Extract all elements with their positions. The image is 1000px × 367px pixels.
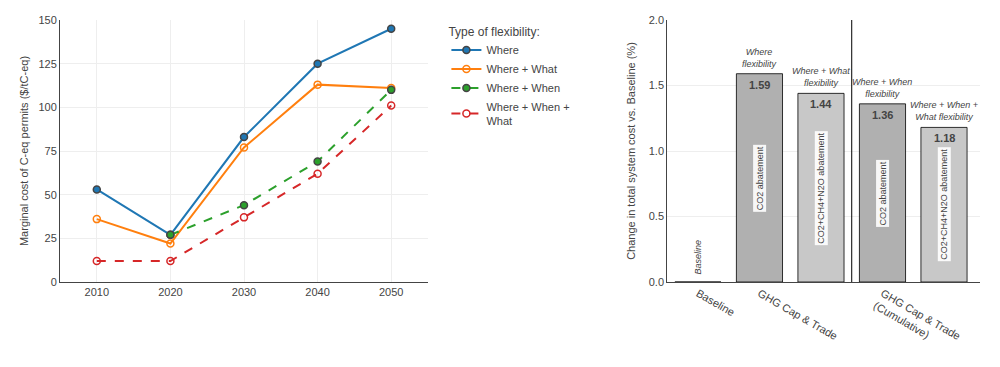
svg-text:1.44: 1.44 bbox=[810, 98, 832, 110]
svg-text:Baseline: Baseline bbox=[693, 240, 703, 275]
svg-text:50: 50 bbox=[45, 189, 57, 201]
svg-text:Type of flexibility:: Type of flexibility: bbox=[448, 25, 539, 39]
svg-text:CO2 abatement: CO2 abatement bbox=[878, 161, 888, 225]
svg-text:2020: 2020 bbox=[158, 286, 182, 298]
svg-text:CO2 abatement: CO2 abatement bbox=[755, 146, 765, 210]
svg-text:125: 125 bbox=[38, 58, 56, 70]
svg-text:CO2+CH4+N2O abatement: CO2+CH4+N2O abatement bbox=[816, 133, 826, 244]
svg-text:100: 100 bbox=[38, 101, 56, 113]
svg-text:2030: 2030 bbox=[232, 286, 256, 298]
svg-text:2.0: 2.0 bbox=[649, 14, 664, 26]
svg-text:1.5: 1.5 bbox=[649, 79, 664, 91]
svg-text:2040: 2040 bbox=[305, 286, 329, 298]
svg-text:Where + Whenflexibility: Where + Whenflexibility bbox=[852, 77, 912, 99]
svg-text:2050: 2050 bbox=[379, 286, 403, 298]
svg-text:150: 150 bbox=[38, 14, 56, 26]
svg-text:1.0: 1.0 bbox=[649, 145, 664, 157]
svg-text:Where + When +What: Where + When +What bbox=[486, 101, 569, 127]
svg-text:Baseline: Baseline bbox=[694, 287, 737, 318]
svg-text:25: 25 bbox=[45, 232, 57, 244]
svg-text:0.0: 0.0 bbox=[649, 276, 664, 288]
svg-text:75: 75 bbox=[45, 145, 57, 157]
svg-text:CO2+CH4+N2O abatement: CO2+CH4+N2O abatement bbox=[939, 149, 949, 260]
svg-text:0: 0 bbox=[51, 276, 57, 288]
svg-text:Where + When: Where + When bbox=[486, 82, 560, 94]
svg-text:1.18: 1.18 bbox=[934, 132, 955, 144]
svg-text:Whereflexibility: Whereflexibility bbox=[742, 47, 777, 69]
svg-text:1.59: 1.59 bbox=[749, 79, 770, 91]
svg-text:Where + When +What flexibility: Where + When +What flexibility bbox=[910, 100, 978, 122]
svg-text:0.5: 0.5 bbox=[649, 210, 664, 222]
svg-text:GHG Cap & Trade(Cumulative): GHG Cap & Trade(Cumulative) bbox=[872, 287, 963, 355]
svg-text:Where: Where bbox=[486, 44, 518, 56]
svg-text:Where + Whatflexibility: Where + Whatflexibility bbox=[792, 66, 850, 88]
svg-text:Marginal cost of C-eq permits: Marginal cost of C-eq permits ($/tC-eq) bbox=[18, 56, 30, 246]
svg-text:Change in total system cost vs: Change in total system cost vs. Baseline… bbox=[625, 42, 637, 260]
svg-text:2010: 2010 bbox=[85, 286, 109, 298]
svg-text:GHG Cap & Trade: GHG Cap & Trade bbox=[756, 287, 840, 342]
svg-text:1.36: 1.36 bbox=[872, 109, 893, 121]
svg-text:Where + What: Where + What bbox=[486, 63, 557, 75]
